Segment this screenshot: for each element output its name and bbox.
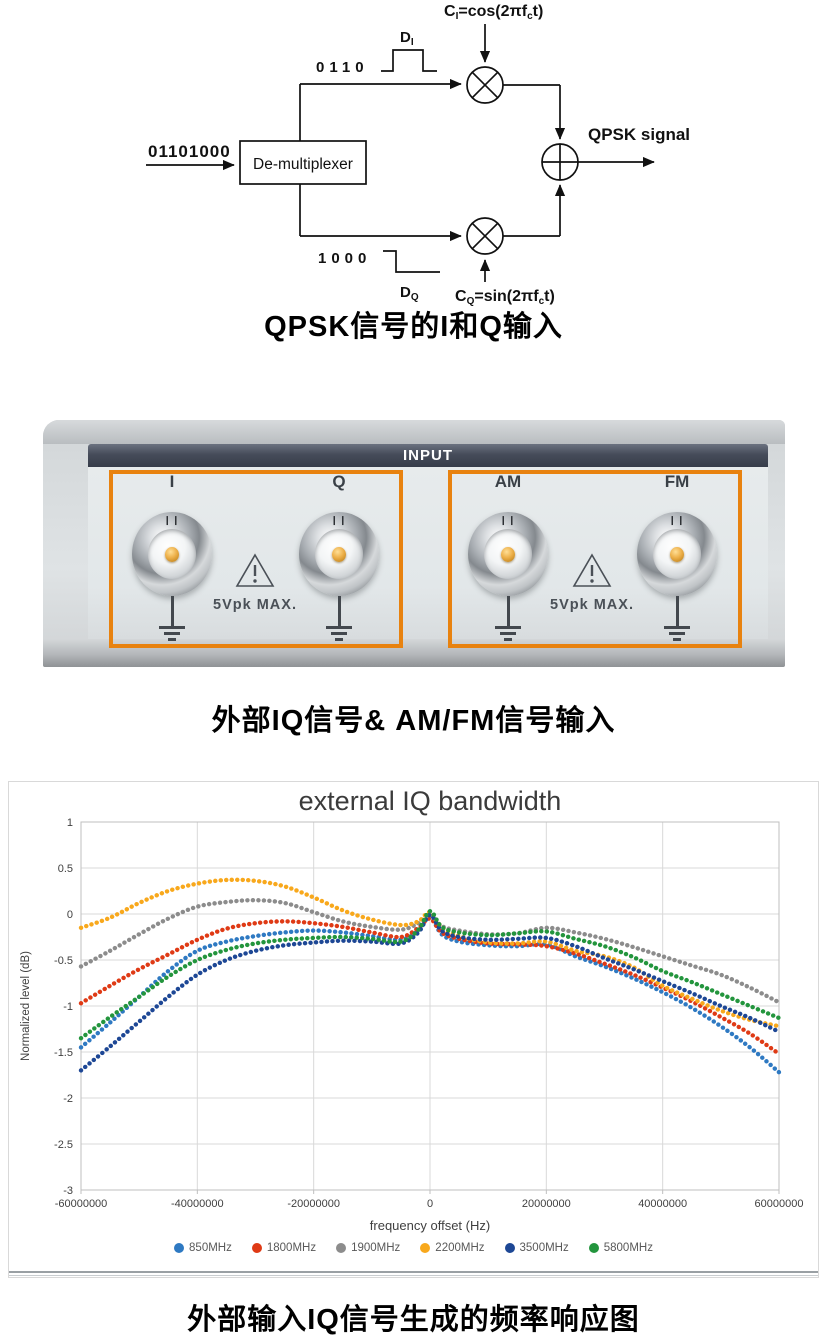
panel-top-edge [43, 420, 785, 444]
chart-plot-area: -60000000 -40000000 -20000000 0 20000000 4000… [20, 786, 804, 1233]
legend-item: 3500MHz [504, 1242, 569, 1254]
bnc-pin [501, 547, 515, 562]
svg-text:0: 0 [427, 1198, 433, 1210]
bnc-pin [670, 547, 684, 562]
legend-item: 2200MHz [420, 1242, 485, 1254]
iq-bandwidth-chart: -60000000 -40000000 -20000000 0 20000000 4000… [8, 781, 819, 1278]
panel-bottom-edge [43, 639, 785, 667]
warning-triangle-icon [572, 553, 612, 587]
demux-label: De-multiplexer [253, 156, 353, 173]
svg-text:60000000: 60000000 [755, 1198, 804, 1210]
caption-ext-iq-amfm: 外部IQ信号& AM/FM信号输入 [211, 705, 616, 737]
input-panel-photo: INPUT I Q AM FM ❙❙ ❙❙ ❙❙ ❙❙ 5Vpk MAX. [43, 420, 785, 667]
caption-frequency-response: 外部输入IQ信号生成的频率响应图 [187, 1304, 640, 1336]
svg-text:external IQ bandwidth: external IQ bandwidth [299, 786, 562, 816]
carrier-i-label: CI=cos(2πfct) [444, 3, 543, 22]
svg-text:-2: -2 [63, 1093, 73, 1105]
iq-group-highlight-frame [109, 470, 403, 648]
bnc-connector-fm[interactable]: ❙❙ [637, 512, 717, 596]
max-voltage-label: 5Vpk MAX. [550, 597, 634, 613]
legend-item: 850MHz [174, 1242, 232, 1254]
max-voltage-label: 5Vpk MAX. [213, 597, 297, 613]
legend-label: 1900MHz [351, 1242, 401, 1254]
svg-text:-40000000: -40000000 [171, 1198, 224, 1210]
qpsk-output-label: QPSK signal [588, 125, 690, 144]
legend-dot-icon [420, 1243, 431, 1253]
legend-item: 5800MHz [588, 1242, 653, 1254]
carrier-q-label: CQ=sin(2πfct) [455, 288, 555, 307]
bnc-pin [165, 547, 179, 562]
qpsk-block-diagram: 01101000 De-multiplexer 0110 1000 DI DQ … [146, 3, 690, 307]
bnc-label-fm: FM [664, 472, 690, 491]
svg-text:1: 1 [67, 817, 73, 829]
chart-bottom-edge [9, 1271, 818, 1276]
legend-label: 3500MHz [519, 1242, 569, 1254]
dq-label: DQ [400, 284, 419, 303]
svg-text:-60000000: -60000000 [55, 1198, 108, 1210]
amfm-group-highlight-frame [448, 470, 742, 648]
svg-text:40000000: 40000000 [638, 1198, 687, 1210]
svg-text:frequency offset (Hz): frequency offset (Hz) [370, 1218, 490, 1233]
bnc-label-am: AM [494, 472, 522, 491]
i-pulse-waveform [381, 49, 437, 72]
di-label: DI [400, 29, 414, 48]
legend-item: 1800MHz [251, 1242, 317, 1254]
q-pulse-waveform [383, 250, 440, 273]
bnc-label-q: Q [332, 472, 346, 491]
legend-label: 850MHz [189, 1242, 232, 1254]
svg-text:-0.5: -0.5 [54, 955, 73, 967]
legend-label: 1800MHz [266, 1242, 317, 1254]
svg-text:20000000: 20000000 [522, 1198, 571, 1210]
legend-label: 2200MHz [435, 1242, 485, 1254]
legend-dot-icon [504, 1243, 515, 1253]
chart-legend: 850MHz 1800MHz 1900MHz 2200MHz 3500MHz 5800MH… [9, 1242, 818, 1254]
input-bits: 01101000 [148, 142, 231, 161]
q-bits: 1000 [318, 250, 371, 267]
svg-text:Normalized level (dB): Normalized level (dB) [20, 951, 32, 1061]
panel-input-header: INPUT [88, 444, 768, 467]
bnc-pin [332, 547, 346, 562]
legend-label: 5800MHz [603, 1242, 653, 1254]
svg-text:-2.5: -2.5 [54, 1139, 73, 1151]
svg-text:-20000000: -20000000 [287, 1198, 340, 1210]
i-bits: 0110 [316, 59, 369, 76]
bnc-label-i: I [169, 472, 175, 491]
svg-text:-3: -3 [63, 1185, 73, 1197]
svg-text:-1: -1 [63, 1001, 73, 1013]
caption-qpsk-iq: QPSK信号的I和Q输入 [264, 311, 563, 343]
svg-text:0: 0 [67, 909, 73, 921]
legend-item: 1900MHz [336, 1242, 400, 1254]
svg-text:-1.5: -1.5 [54, 1047, 73, 1059]
legend-dot-icon [251, 1243, 262, 1253]
warning-triangle-icon [235, 553, 275, 587]
legend-dot-icon [336, 1243, 347, 1253]
bnc-connector-q[interactable]: ❙❙ [299, 512, 379, 596]
svg-text:0.5: 0.5 [58, 863, 73, 875]
bnc-connector-am[interactable]: ❙❙ [468, 512, 548, 596]
bnc-connector-i[interactable]: ❙❙ [132, 512, 212, 596]
legend-dot-icon [588, 1243, 599, 1253]
legend-dot-icon [174, 1243, 185, 1253]
demux-box [239, 140, 367, 185]
warning-amfm: 5Vpk MAX. [532, 552, 652, 613]
warning-iq: 5Vpk MAX. [195, 552, 315, 613]
